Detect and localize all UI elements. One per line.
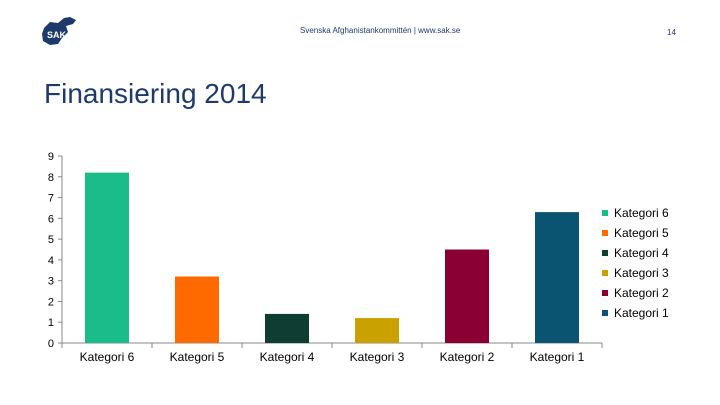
legend-item: Kategori 4 bbox=[602, 243, 669, 263]
legend-item: Kategori 2 bbox=[602, 283, 669, 303]
page-title: Finansiering 2014 bbox=[44, 78, 267, 109]
x-tick-label: Kategori 1 bbox=[530, 350, 585, 364]
logo-text: SAK bbox=[47, 30, 67, 40]
bar-kategori-3 bbox=[355, 318, 399, 343]
legend-item: Kategori 3 bbox=[602, 263, 669, 283]
y-tick-label: 3 bbox=[48, 276, 54, 288]
chart-legend: Kategori 6 Kategori 5 Kategori 4 Kategori 3… bbox=[602, 203, 669, 323]
y-tick-label: 6 bbox=[48, 213, 54, 225]
bar-kategori-5 bbox=[175, 276, 219, 343]
legend-item: Kategori 1 bbox=[602, 303, 669, 323]
x-tick-label: Kategori 2 bbox=[440, 350, 495, 364]
legend-swatch bbox=[602, 270, 608, 276]
y-tick-label: 2 bbox=[48, 296, 54, 308]
y-tick-label: 5 bbox=[48, 234, 54, 246]
legend-swatch bbox=[602, 310, 608, 316]
x-tick-label: Kategori 3 bbox=[350, 350, 405, 364]
legend-item: Kategori 6 bbox=[602, 203, 669, 223]
y-tick-label: 1 bbox=[48, 317, 54, 329]
legend-swatch bbox=[602, 230, 608, 236]
legend-swatch bbox=[602, 250, 608, 256]
bar-kategori-1 bbox=[535, 212, 579, 343]
y-tick-label: 7 bbox=[48, 193, 54, 205]
legend-label: Kategori 3 bbox=[614, 266, 669, 280]
legend-label: Kategori 2 bbox=[614, 286, 669, 300]
legend-label: Kategori 1 bbox=[614, 306, 669, 320]
legend-swatch bbox=[602, 290, 608, 296]
legend-label: Kategori 6 bbox=[614, 206, 669, 220]
bar-kategori-6 bbox=[85, 172, 129, 343]
x-tick-label: Kategori 5 bbox=[170, 350, 225, 364]
bar-kategori-2 bbox=[445, 249, 489, 343]
legend-label: Kategori 4 bbox=[614, 246, 669, 260]
y-tick-label: 8 bbox=[48, 172, 54, 184]
legend-swatch bbox=[602, 210, 608, 216]
x-tick-label: Kategori 6 bbox=[80, 350, 135, 364]
y-tick-label: 4 bbox=[48, 255, 54, 267]
legend-label: Kategori 5 bbox=[614, 226, 669, 240]
y-tick-label: 0 bbox=[48, 338, 54, 350]
afghanistan-map-icon: SAK bbox=[42, 17, 76, 45]
x-tick-label: Kategori 4 bbox=[260, 350, 315, 364]
bar-kategori-4 bbox=[265, 313, 309, 343]
page-number: 14 bbox=[667, 28, 676, 37]
y-tick-label: 9 bbox=[48, 151, 54, 163]
legend-item: Kategori 5 bbox=[602, 223, 669, 243]
sak-logo: SAK bbox=[40, 14, 80, 48]
header-org-text: Svenska Afghanistankommittén | www.sak.s… bbox=[300, 26, 461, 35]
